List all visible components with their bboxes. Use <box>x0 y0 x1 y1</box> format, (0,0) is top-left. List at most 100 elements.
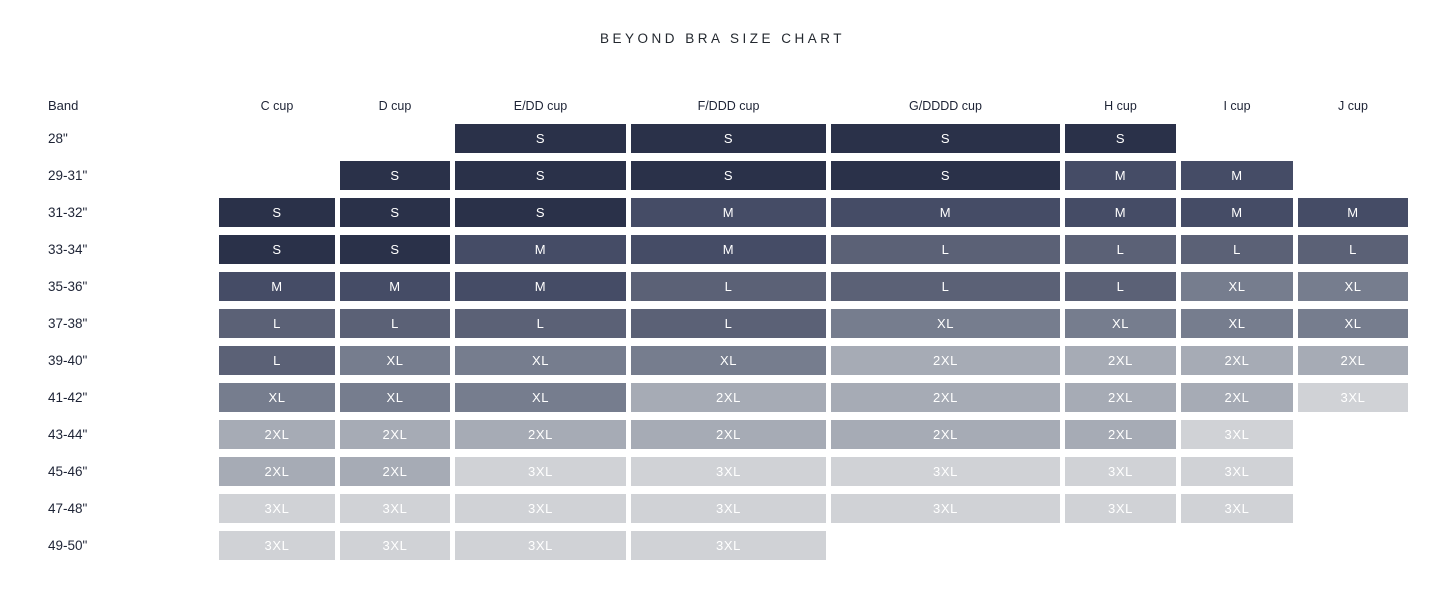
band-column-header: Band <box>48 98 79 113</box>
empty-cell <box>1298 161 1408 190</box>
size-cell: 2XL <box>831 346 1060 375</box>
size-cell: XL <box>219 383 335 412</box>
size-cell: 2XL <box>1298 346 1408 375</box>
size-cell: S <box>455 124 626 153</box>
size-cell: 2XL <box>831 383 1060 412</box>
size-cell: L <box>631 272 826 301</box>
empty-cell <box>219 124 335 153</box>
size-cell: XL <box>1181 272 1293 301</box>
size-cell: S <box>631 161 826 190</box>
band-label: 29-31" <box>48 168 88 183</box>
size-cell: L <box>631 309 826 338</box>
size-cell: 2XL <box>1181 383 1293 412</box>
empty-cell <box>1181 124 1293 153</box>
size-cell: L <box>831 235 1060 264</box>
size-cell: 3XL <box>1298 383 1408 412</box>
size-cell: S <box>631 124 826 153</box>
size-cell: M <box>219 272 335 301</box>
empty-cell <box>219 161 335 190</box>
empty-cell <box>1298 420 1408 449</box>
size-cell: XL <box>340 383 450 412</box>
size-cell: 2XL <box>1065 346 1176 375</box>
size-cell: L <box>1065 272 1176 301</box>
size-cell: S <box>219 235 335 264</box>
size-cell: 3XL <box>1181 494 1293 523</box>
size-cell: 3XL <box>631 531 826 560</box>
size-cell: XL <box>340 346 450 375</box>
size-cell: L <box>219 309 335 338</box>
size-cell: XL <box>1298 309 1408 338</box>
size-cell: S <box>1065 124 1176 153</box>
size-cell: 3XL <box>455 494 626 523</box>
size-cell: M <box>455 235 626 264</box>
size-cell: M <box>631 198 826 227</box>
size-cell: 2XL <box>340 420 450 449</box>
size-cell: 2XL <box>631 383 826 412</box>
band-label: 47-48" <box>48 501 88 516</box>
size-cell: L <box>219 346 335 375</box>
column-header-7: I cup <box>1223 98 1251 113</box>
band-label: 28" <box>48 131 68 146</box>
size-cell: XL <box>1065 309 1176 338</box>
size-cell: M <box>631 235 826 264</box>
size-cell: 3XL <box>1181 420 1293 449</box>
size-cell: 2XL <box>219 420 335 449</box>
column-header-1: C cup <box>260 98 294 113</box>
size-cell: 3XL <box>831 494 1060 523</box>
size-cell: 3XL <box>831 457 1060 486</box>
band-label: 33-34" <box>48 242 88 257</box>
size-cell: M <box>1181 198 1293 227</box>
size-cell: 2XL <box>1065 383 1176 412</box>
size-cell: XL <box>831 309 1060 338</box>
empty-cell <box>1298 494 1408 523</box>
size-cell: M <box>455 272 626 301</box>
column-header-8: J cup <box>1338 98 1368 113</box>
page-title: BEYOND BRA SIZE CHART <box>599 31 846 46</box>
size-cell: S <box>831 124 1060 153</box>
size-cell: S <box>340 161 450 190</box>
size-cell: L <box>1065 235 1176 264</box>
size-cell: 3XL <box>1181 457 1293 486</box>
size-cell: M <box>831 198 1060 227</box>
size-cell: S <box>455 198 626 227</box>
size-cell: XL <box>455 383 626 412</box>
size-cell: M <box>340 272 450 301</box>
column-header-6: H cup <box>1104 98 1137 113</box>
band-label: 31-32" <box>48 205 88 220</box>
size-cell: 3XL <box>1065 457 1176 486</box>
size-cell: 3XL <box>219 531 335 560</box>
size-cell: 3XL <box>219 494 335 523</box>
size-cell: S <box>455 161 626 190</box>
column-header-5: G/DDDD cup <box>909 98 982 113</box>
size-cell: 2XL <box>340 457 450 486</box>
size-cell: 3XL <box>455 531 626 560</box>
empty-cell <box>831 531 1060 560</box>
size-cell: 2XL <box>831 420 1060 449</box>
size-cell: M <box>1298 198 1408 227</box>
size-cell: L <box>340 309 450 338</box>
band-label: 49-50" <box>48 538 88 553</box>
empty-cell <box>1065 531 1176 560</box>
size-cell: S <box>340 235 450 264</box>
column-header-3: E/DD cup <box>513 98 568 113</box>
size-cell: 3XL <box>455 457 626 486</box>
size-cell: XL <box>455 346 626 375</box>
empty-cell <box>1181 531 1293 560</box>
band-label: 35-36" <box>48 279 88 294</box>
size-cell: S <box>831 161 1060 190</box>
size-cell: 2XL <box>631 420 826 449</box>
column-header-2: D cup <box>378 98 412 113</box>
band-label: 37-38" <box>48 316 88 331</box>
band-label: 45-46" <box>48 464 88 479</box>
size-cell: 3XL <box>340 494 450 523</box>
size-cell: L <box>831 272 1060 301</box>
size-cell: XL <box>1298 272 1408 301</box>
size-cell: S <box>219 198 335 227</box>
band-label: 39-40" <box>48 353 88 368</box>
size-cell: 3XL <box>1065 494 1176 523</box>
empty-cell <box>340 124 450 153</box>
size-cell: 2XL <box>455 420 626 449</box>
empty-cell <box>1298 457 1408 486</box>
size-cell: L <box>1181 235 1293 264</box>
